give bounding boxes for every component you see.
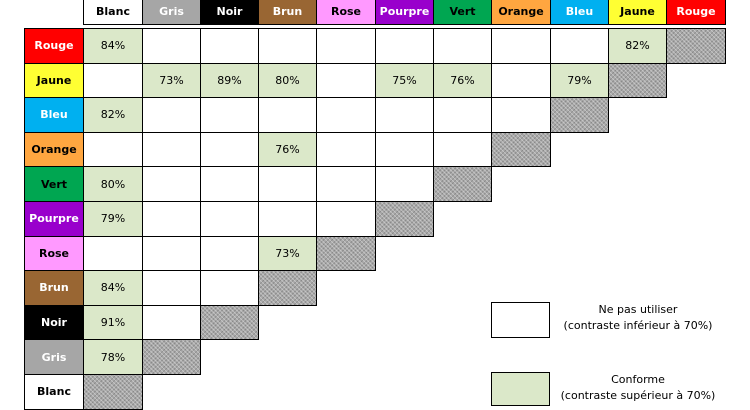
row-header-rouge: Rouge	[24, 28, 84, 64]
empty-cell	[375, 166, 434, 202]
legend-do-not-use-title: Ne pas utiliser	[598, 303, 678, 316]
empty-cell	[491, 28, 551, 64]
contrast-value-cell: 76%	[433, 62, 492, 99]
diagonal-cell	[200, 304, 259, 341]
legend-swatch-compliant	[491, 372, 550, 406]
empty-cell	[258, 97, 317, 133]
contrast-value-cell: 73%	[258, 235, 317, 272]
empty-cell	[142, 304, 201, 341]
row-header-brun: Brun	[24, 270, 84, 306]
empty-cell	[200, 201, 259, 237]
contrast-value-cell: 76%	[258, 131, 317, 168]
legend-label-do-not-use: Ne pas utiliser (contraste inférieur à 7…	[543, 302, 733, 334]
diagonal-cell	[375, 201, 434, 237]
empty-cell	[142, 97, 201, 133]
row-header-pourpre: Pourpre	[24, 201, 84, 237]
contrast-value-cell: 89%	[200, 62, 259, 99]
diagonal-cell	[608, 62, 667, 99]
empty-cell	[491, 62, 551, 99]
legend-compliant-title: Conforme	[611, 373, 665, 386]
contrast-value-cell: 84%	[83, 270, 143, 306]
empty-cell	[142, 166, 201, 202]
contrast-value-cell: 78%	[83, 339, 143, 375]
diagonal-cell	[258, 270, 317, 306]
empty-cell	[258, 166, 317, 202]
empty-cell	[316, 131, 376, 168]
diagonal-cell	[83, 374, 143, 410]
row-header-orange: Orange	[24, 131, 84, 168]
row-header-rose: Rose	[24, 235, 84, 272]
diagonal-cell	[491, 131, 551, 168]
empty-cell	[375, 28, 434, 64]
contrast-value-cell: 82%	[608, 28, 667, 64]
empty-cell	[142, 270, 201, 306]
empty-cell	[316, 166, 376, 202]
contrast-value-cell: 73%	[142, 62, 201, 99]
empty-cell	[200, 270, 259, 306]
empty-cell	[83, 131, 143, 168]
row-header-vert: Vert	[24, 166, 84, 202]
empty-cell	[433, 131, 492, 168]
empty-cell	[375, 97, 434, 133]
empty-cell	[200, 97, 259, 133]
contrast-value-cell: 80%	[83, 166, 143, 202]
empty-cell	[142, 201, 201, 237]
diagonal-cell	[316, 235, 376, 272]
empty-cell	[433, 97, 492, 133]
column-header-brun: Brun	[258, 0, 317, 25]
column-header-jaune: Jaune	[608, 0, 667, 25]
empty-cell	[316, 62, 376, 99]
column-header-vert: Vert	[433, 0, 492, 25]
empty-cell	[550, 28, 609, 64]
empty-cell	[142, 131, 201, 168]
contrast-value-cell: 79%	[83, 201, 143, 237]
empty-cell	[200, 28, 259, 64]
row-header-jaune: Jaune	[24, 62, 84, 99]
column-header-noir: Noir	[200, 0, 259, 25]
legend-label-compliant: Conforme (contraste supérieur à 70%)	[543, 372, 733, 404]
diagonal-cell	[550, 97, 609, 133]
empty-cell	[258, 28, 317, 64]
empty-cell	[375, 131, 434, 168]
empty-cell	[83, 62, 143, 99]
diagonal-cell	[666, 28, 726, 64]
contrast-value-cell: 82%	[83, 97, 143, 133]
legend-do-not-use-desc: (contraste inférieur à 70%)	[563, 319, 713, 332]
contrast-value-cell: 79%	[550, 62, 609, 99]
contrast-value-cell: 91%	[83, 304, 143, 341]
legend-swatch-do-not-use	[491, 302, 550, 338]
empty-cell	[316, 97, 376, 133]
empty-cell	[258, 201, 317, 237]
empty-cell	[316, 201, 376, 237]
row-header-blanc: Blanc	[24, 374, 84, 410]
empty-cell	[83, 235, 143, 272]
empty-cell	[316, 28, 376, 64]
empty-cell	[200, 166, 259, 202]
diagonal-cell	[433, 166, 492, 202]
column-header-orange: Orange	[491, 0, 551, 25]
contrast-value-cell: 84%	[83, 28, 143, 64]
empty-cell	[491, 97, 551, 133]
contrast-value-cell: 75%	[375, 62, 434, 99]
row-header-noir: Noir	[24, 304, 84, 341]
row-header-gris: Gris	[24, 339, 84, 375]
empty-cell	[200, 235, 259, 272]
empty-cell	[142, 28, 201, 64]
empty-cell	[200, 131, 259, 168]
legend-compliant-desc: (contraste supérieur à 70%)	[560, 389, 716, 402]
column-header-rose: Rose	[316, 0, 376, 25]
column-header-blanc: Blanc	[83, 0, 143, 25]
row-header-bleu: Bleu	[24, 97, 84, 133]
empty-cell	[142, 235, 201, 272]
column-header-bleu: Bleu	[550, 0, 609, 25]
diagonal-cell	[142, 339, 201, 375]
empty-cell	[433, 28, 492, 64]
column-header-pourpre: Pourpre	[375, 0, 434, 25]
column-header-rouge: Rouge	[666, 0, 726, 25]
contrast-value-cell: 80%	[258, 62, 317, 99]
column-header-gris: Gris	[142, 0, 201, 25]
